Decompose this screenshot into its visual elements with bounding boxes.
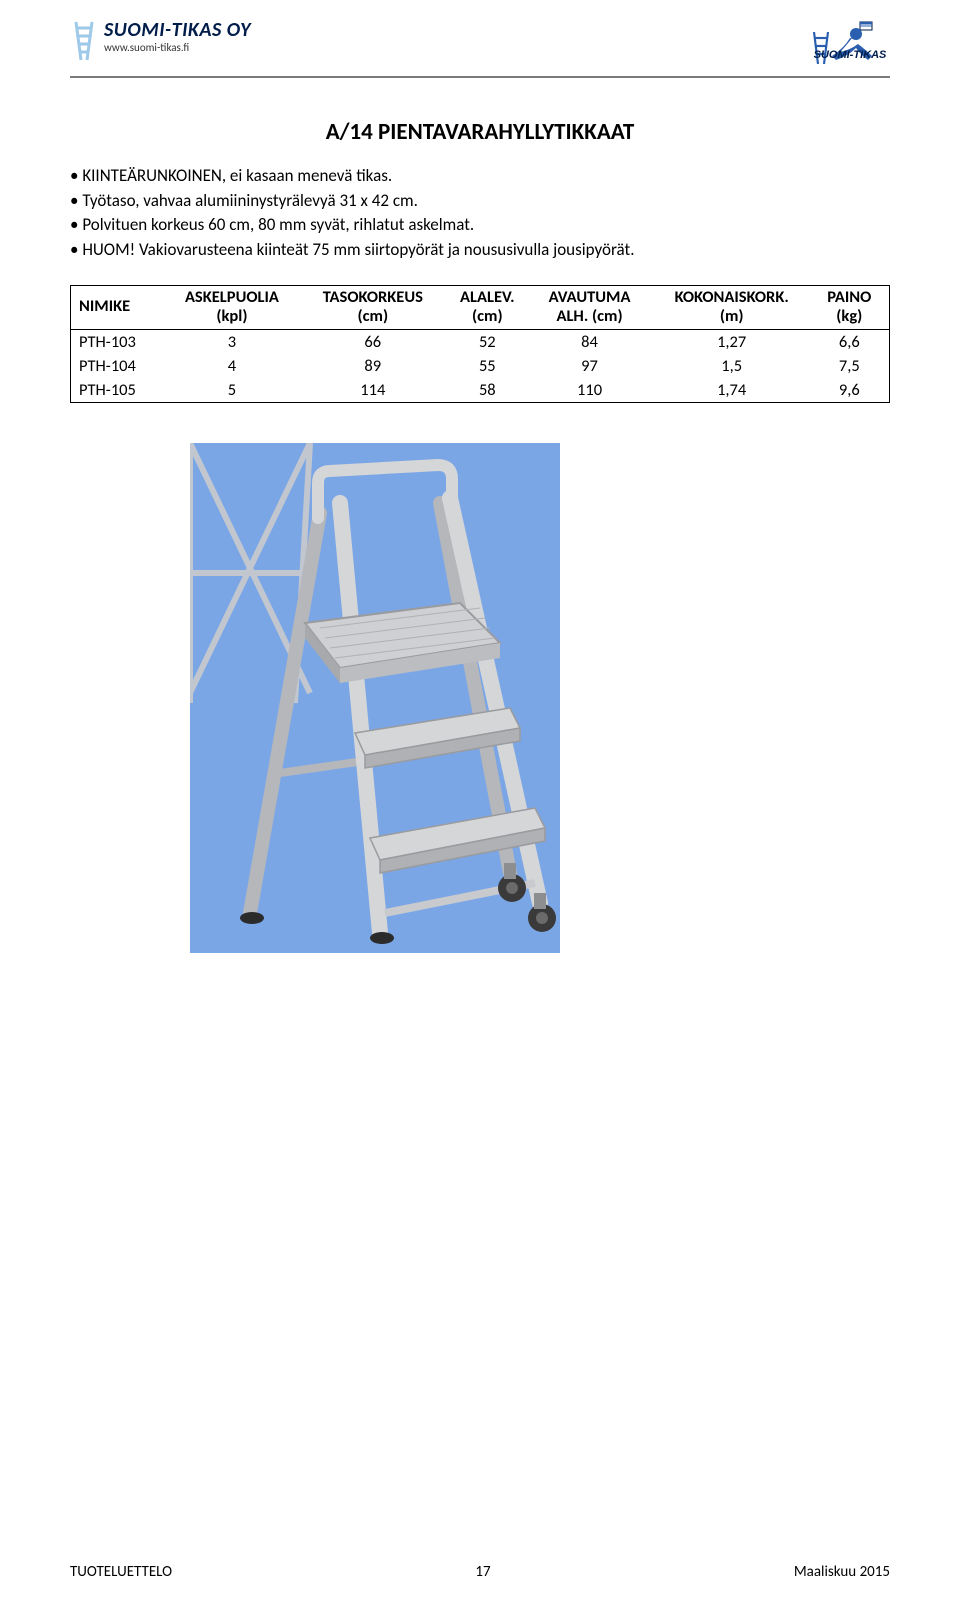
table-row: PTH-105 5 114 58 110 1,74 9,6 (71, 378, 890, 403)
product-image (190, 443, 560, 953)
svg-text:SUOMI-TIKAS: SUOMI-TIKAS (814, 49, 887, 61)
col-label: TASOKORKEUS (323, 287, 423, 307)
cell: 4 (164, 354, 301, 378)
ladder-logo-icon (70, 20, 98, 62)
feature-item: Polvituen korkeus 60 cm, 80 mm syvät, ri… (70, 213, 890, 238)
col-nimike: NIMIKE (71, 285, 164, 330)
cell: PTH-103 (71, 330, 164, 355)
col-unit: (kpl) (216, 306, 247, 326)
company-website: www.suomi-tikas.fi (104, 42, 251, 53)
page-header: SUOMI-TIKAS OY www.suomi-tikas.fi SUOMI-… (70, 20, 890, 68)
col-tasokorkeus: TASOKORKEUS (cm) (300, 285, 445, 330)
logo-text-block: SUOMI-TIKAS OY www.suomi-tikas.fi (104, 20, 251, 53)
spec-table: NIMIKE ASKELPUOLIA (kpl) TASOKORKEUS (cm… (70, 285, 890, 404)
col-kokonaiskork: KOKONAISKORK. (m) (650, 285, 814, 330)
col-unit: (m) (720, 306, 744, 326)
col-alalev: ALALEV. (cm) (445, 285, 529, 330)
col-label: NIMIKE (79, 296, 130, 316)
footer-right: Maaliskuu 2015 (794, 1563, 890, 1581)
col-askelpuolia: ASKELPUOLIA (kpl) (164, 285, 301, 330)
col-label: AVAUTUMA (549, 287, 631, 307)
feature-item: HUOM! Vakiovarusteena kiinteät 75 mm sii… (70, 238, 890, 263)
table-row: PTH-103 3 66 52 84 1,27 6,6 (71, 330, 890, 355)
cell: 1,74 (650, 378, 814, 403)
col-avautuma: AVAUTUMA ALH. (cm) (529, 285, 650, 330)
cell: 52 (445, 330, 529, 355)
table-header-row: NIMIKE ASKELPUOLIA (kpl) TASOKORKEUS (cm… (71, 285, 890, 330)
col-label: PAINO (827, 287, 871, 307)
cell: 6,6 (814, 330, 890, 355)
cell: 9,6 (814, 378, 890, 403)
feature-item: Työtaso, vahvaa alumiininystyrälevyä 31 … (70, 189, 890, 214)
company-name: SUOMI-TIKAS OY (104, 20, 251, 40)
footer-page-number: 17 (475, 1563, 490, 1581)
header-divider (70, 76, 890, 78)
cell: 66 (300, 330, 445, 355)
cell: PTH-105 (71, 378, 164, 403)
mascot-logo-icon: SUOMI-TIKAS (810, 20, 890, 68)
page-title: A/14 PIENTAVARAHYLLYTIKKAAT (70, 118, 890, 146)
cell: 1,27 (650, 330, 814, 355)
cell: 110 (529, 378, 650, 403)
cell: PTH-104 (71, 354, 164, 378)
page: SUOMI-TIKAS OY www.suomi-tikas.fi SUOMI-… (0, 0, 960, 1609)
cell: 3 (164, 330, 301, 355)
cell: 89 (300, 354, 445, 378)
col-unit: (kg) (836, 306, 862, 326)
logo-right: SUOMI-TIKAS (810, 20, 890, 68)
cell: 7,5 (814, 354, 890, 378)
ladder-illustration-icon (190, 443, 560, 953)
col-label: ALALEV. (460, 287, 515, 307)
cell: 97 (529, 354, 650, 378)
col-paino: PAINO (kg) (814, 285, 890, 330)
cell: 5 (164, 378, 301, 403)
col-unit: ALH. (cm) (556, 306, 622, 326)
feature-list: KIINTEÄRUNKOINEN, ei kasaan menevä tikas… (70, 164, 890, 263)
page-footer: TUOTELUETTELO 17 Maaliskuu 2015 (70, 1563, 890, 1581)
feature-item: KIINTEÄRUNKOINEN, ei kasaan menevä tikas… (70, 164, 890, 189)
col-unit: (cm) (357, 306, 388, 326)
cell: 84 (529, 330, 650, 355)
col-unit: (cm) (472, 306, 503, 326)
footer-left: TUOTELUETTELO (70, 1563, 172, 1581)
cell: 114 (300, 378, 445, 403)
logo-left: SUOMI-TIKAS OY www.suomi-tikas.fi (70, 20, 251, 62)
cell: 55 (445, 354, 529, 378)
col-label: KOKONAISKORK. (675, 287, 789, 307)
cell: 1,5 (650, 354, 814, 378)
table-row: PTH-104 4 89 55 97 1,5 7,5 (71, 354, 890, 378)
cell: 58 (445, 378, 529, 403)
col-label: ASKELPUOLIA (185, 287, 279, 307)
